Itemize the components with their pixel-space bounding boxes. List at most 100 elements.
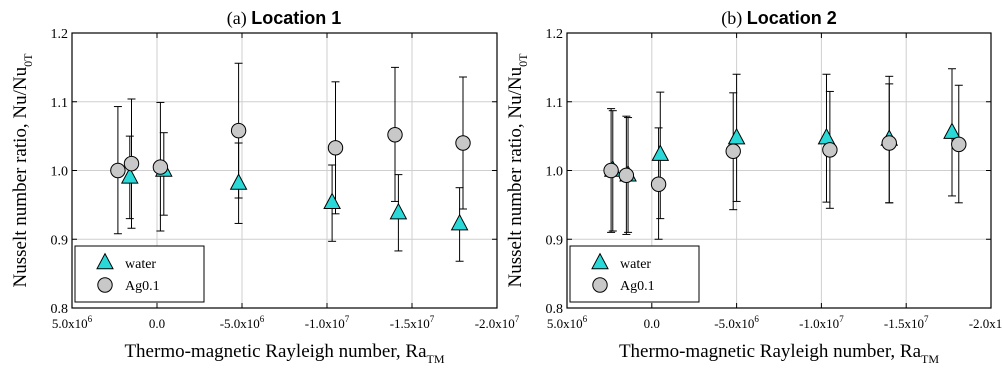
x-tick-mantissa: -5.0x10	[714, 316, 754, 331]
x-tick-exponent: 7	[515, 314, 520, 324]
data-point-circle	[152, 159, 169, 175]
y-tick-label: 0.9	[546, 233, 564, 248]
x-tick-label: -1.5x107	[390, 314, 435, 331]
legend-marker-triangle	[591, 252, 609, 270]
data-point-circle	[650, 176, 667, 192]
chart-title: (a) Location 1	[227, 8, 342, 29]
chart-title-prefix: (b)	[721, 8, 747, 29]
x-tick-mantissa: -1.0x10	[799, 316, 839, 331]
legend: water Ag0.1	[569, 245, 700, 303]
y-axis-label-subscript: 0T	[516, 53, 530, 67]
data-point-triangle	[727, 127, 746, 145]
x-tick-mantissa: -2.0x10	[475, 316, 515, 331]
data-point-circle	[725, 143, 741, 159]
chart-title-prefix: (a)	[227, 8, 251, 29]
x-tick-label: 0.0	[149, 316, 165, 331]
plot-frame	[71, 32, 498, 309]
x-tick-mantissa: -1.5x10	[390, 316, 430, 331]
x-tick-mantissa: 5.0x10	[52, 316, 88, 331]
y-tick-label: 0.9	[51, 233, 69, 248]
x-tick-label: 5.0x106	[547, 314, 588, 331]
chart-title-bold: Location 2	[747, 8, 837, 28]
x-tick-label: -2.0x107	[475, 314, 520, 331]
x-tick-mantissa: 0.0	[644, 316, 660, 331]
y-tick-label: 1.1	[546, 96, 564, 111]
data-point-triangle	[450, 213, 469, 231]
x-tick-mantissa: -1.5x10	[884, 316, 924, 331]
data-point-circle	[327, 140, 344, 156]
y-tick-label: 1.1	[51, 96, 69, 111]
data-point-triangle	[651, 144, 670, 161]
x-tick-mantissa: 5.0x10	[547, 316, 583, 331]
x-tick-mantissa: 0.0	[149, 316, 165, 331]
x-axis-label-text: Thermo-magnetic Rayleigh number, Ra	[619, 341, 922, 362]
chart-panel-2: 0.80.91.01.11.25.0x106 0.0 -5.0x106 -1.0x10…	[505, 8, 1002, 366]
plot-frame	[566, 32, 992, 309]
data-point-triangle	[323, 192, 341, 210]
chart-title: (b) Location 2	[721, 8, 837, 29]
legend-label: water	[620, 257, 651, 272]
data-point-circle	[951, 136, 967, 153]
data-point-circle	[881, 135, 897, 151]
data-point-circle	[822, 142, 838, 158]
x-tick-label: -1.0x107	[799, 314, 844, 331]
x-tick-label: -1.5x107	[884, 314, 929, 331]
data-point-triangle	[943, 122, 961, 139]
x-axis-label: Thermo-magnetic Rayleigh number, RaTM	[619, 341, 939, 366]
x-axis-label-text: Thermo-magnetic Rayleigh number, Ra	[124, 341, 427, 362]
data-point-triangle	[389, 202, 408, 220]
y-axis-label: Nusselt number ratio, Nu/Nu0T	[505, 53, 530, 288]
x-axis-label-subscript: TM	[427, 352, 445, 366]
y-axis-label: Nusselt number ratio, Nu/Nu0T	[10, 53, 35, 288]
y-tick-label: 1.2	[51, 27, 69, 42]
data-point-circle	[230, 122, 247, 139]
legend-box	[74, 245, 205, 303]
data-point-circle	[123, 155, 140, 172]
legend: water Ag0.1	[74, 245, 205, 303]
x-tick-exponent: 6	[260, 314, 265, 324]
y-axis-label-text: Nusselt number ratio, Nu/Nu	[10, 66, 31, 287]
legend-label: Ag0.1	[125, 279, 160, 294]
x-tick-exponent: 6	[583, 314, 588, 324]
x-tick-label: 0.0	[644, 316, 660, 331]
data-point-circle	[618, 167, 635, 184]
x-axis-label-subscript: TM	[921, 352, 939, 366]
x-tick-exponent: 6	[88, 314, 93, 324]
x-tick-exponent: 6	[754, 314, 759, 324]
chart-title-bold: Location 1	[251, 8, 341, 28]
x-tick-exponent: 7	[345, 314, 350, 324]
data-point-circle	[387, 127, 403, 143]
x-tick-label: -5.0x106	[220, 314, 265, 331]
legend-label: Ag0.1	[620, 279, 655, 294]
y-tick-label: 1.2	[546, 27, 564, 42]
data-point-circle	[110, 162, 126, 179]
x-tick-exponent: 7	[924, 314, 929, 324]
x-tick-exponent: 7	[430, 314, 435, 324]
x-tick-mantissa: -1.0x10	[305, 316, 345, 331]
y-tick-label: 1.0	[51, 165, 69, 180]
x-axis-label: Thermo-magnetic Rayleigh number, RaTM	[124, 341, 444, 366]
y-axis-label-text: Nusselt number ratio, Nu/Nu	[505, 66, 526, 287]
x-tick-label: -1.0x107	[305, 314, 350, 331]
x-tick-label: 5.0x106	[52, 314, 93, 331]
y-tick-label: 1.0	[546, 165, 564, 180]
legend-label: water	[125, 257, 156, 272]
y-tick-label: 0.8	[51, 302, 69, 317]
chart-panel-1: 0.80.91.01.11.25.0x106 0.0 -5.0x106 -1.0x10…	[10, 8, 520, 366]
data-point-triangle	[120, 167, 139, 184]
data-point-circle	[603, 162, 619, 179]
data-point-triangle	[229, 173, 248, 190]
legend-marker-triangle	[96, 252, 114, 270]
x-tick-mantissa: -5.0x10	[220, 316, 260, 331]
y-tick-label: 0.8	[546, 302, 564, 317]
x-tick-label: -2.0x107	[969, 314, 1002, 331]
legend-marker-circle	[97, 277, 113, 293]
x-tick-exponent: 7	[839, 314, 844, 324]
y-axis-label-subscript: 0T	[21, 53, 35, 67]
x-tick-mantissa: -2.0x10	[969, 316, 1002, 331]
x-tick-label: -5.0x106	[714, 314, 759, 331]
legend-box	[569, 245, 700, 303]
legend-marker-circle	[592, 277, 608, 293]
data-point-circle	[455, 135, 471, 151]
